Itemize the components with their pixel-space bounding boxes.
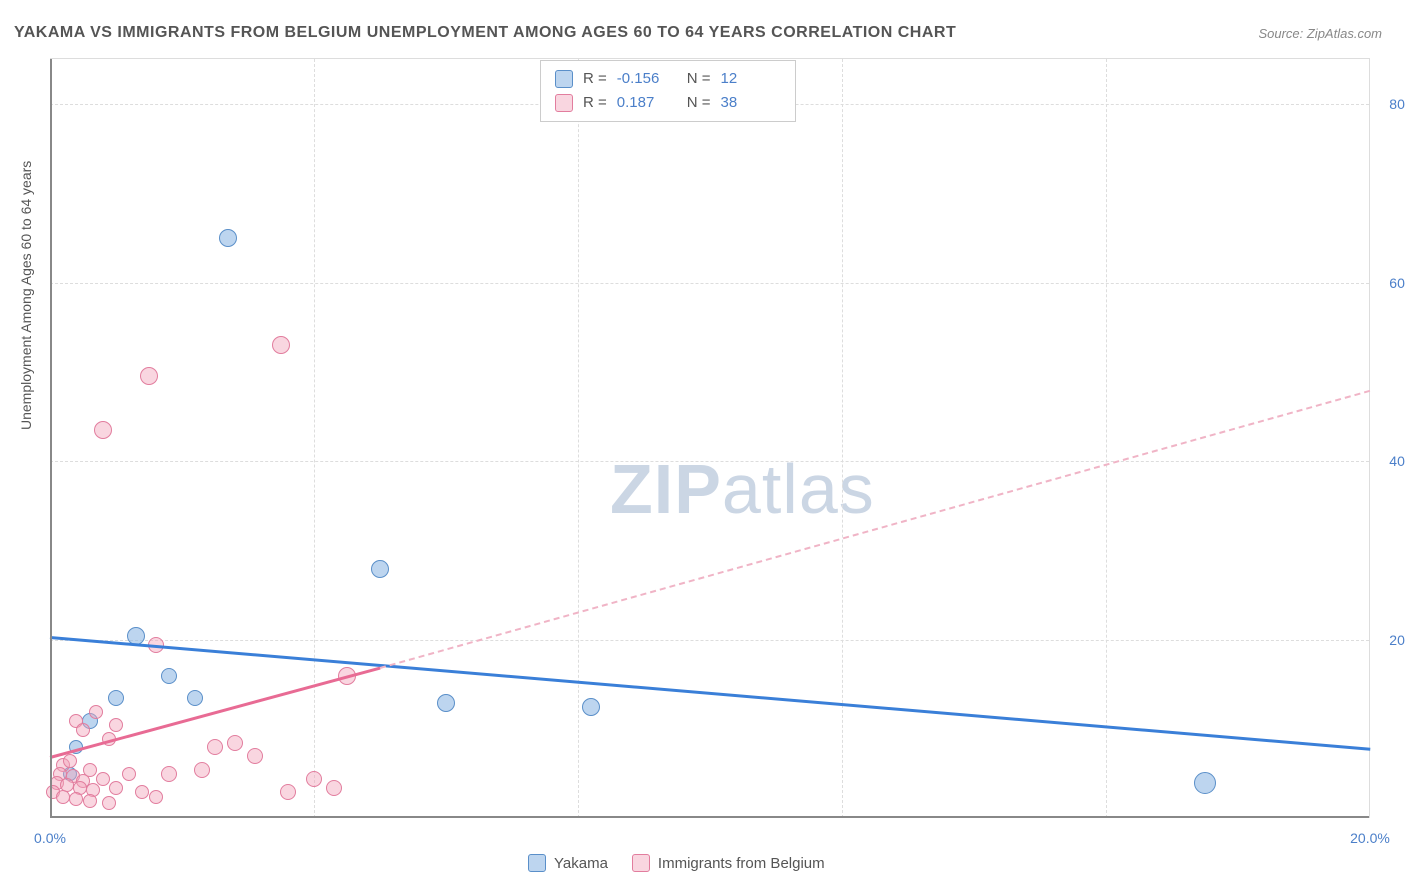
- data-point: [69, 792, 83, 806]
- data-point: [149, 790, 163, 804]
- data-point: [194, 762, 210, 778]
- legend-row: R = -0.156 N = 12: [555, 67, 781, 91]
- data-point: [207, 739, 223, 755]
- data-point: [272, 336, 290, 354]
- data-point: [109, 718, 123, 732]
- gridline-v: [578, 59, 579, 818]
- xtick-label: 20.0%: [1350, 830, 1390, 846]
- legend-correlation: R = -0.156 N = 12 R = 0.187 N = 38: [540, 60, 796, 122]
- data-point: [247, 748, 263, 764]
- data-point: [227, 735, 243, 751]
- gridline-h: [50, 461, 1369, 462]
- gridline-v: [314, 59, 315, 818]
- swatch-icon: [632, 854, 650, 872]
- legend-item: Immigrants from Belgium: [632, 854, 825, 872]
- swatch-icon: [528, 854, 546, 872]
- swatch-icon: [555, 94, 573, 112]
- data-point: [122, 767, 136, 781]
- r-value: -0.156: [617, 67, 677, 91]
- r-label: R =: [583, 67, 607, 91]
- n-value: 38: [721, 91, 781, 115]
- r-value: 0.187: [617, 91, 677, 115]
- data-point: [219, 229, 237, 247]
- data-point: [76, 723, 90, 737]
- data-point: [102, 796, 116, 810]
- source-label: Source: ZipAtlas.com: [1258, 26, 1382, 41]
- data-point: [161, 766, 177, 782]
- n-label: N =: [687, 67, 711, 91]
- ytick-label: 40.0%: [1389, 453, 1406, 469]
- data-point: [1194, 772, 1216, 794]
- legend-row: R = 0.187 N = 38: [555, 91, 781, 115]
- data-point: [187, 690, 203, 706]
- ytick-label: 60.0%: [1389, 275, 1406, 291]
- data-point: [63, 754, 77, 768]
- r-label: R =: [583, 91, 607, 115]
- data-point: [280, 784, 296, 800]
- data-point: [96, 772, 110, 786]
- n-label: N =: [687, 91, 711, 115]
- data-point: [56, 790, 70, 804]
- trendline: [380, 390, 1371, 669]
- legend-label: Immigrants from Belgium: [658, 855, 825, 872]
- y-axis: [50, 59, 52, 818]
- gridline-v: [1106, 59, 1107, 818]
- x-axis: [50, 816, 1369, 818]
- xtick-label: 0.0%: [34, 830, 66, 846]
- data-point: [161, 668, 177, 684]
- swatch-icon: [555, 70, 573, 88]
- chart-title: YAKAMA VS IMMIGRANTS FROM BELGIUM UNEMPL…: [14, 24, 956, 42]
- data-point: [83, 794, 97, 808]
- chart-area: ZIPatlas 20.0%40.0%60.0%80.0%0.0%20.0%: [50, 58, 1370, 818]
- y-axis-label: Unemployment Among Ages 60 to 64 years: [18, 161, 34, 430]
- data-point: [326, 780, 342, 796]
- ytick-label: 20.0%: [1389, 632, 1406, 648]
- data-point: [140, 367, 158, 385]
- gridline-h: [50, 640, 1369, 641]
- data-point: [108, 690, 124, 706]
- data-point: [89, 705, 103, 719]
- gridline-h: [50, 283, 1369, 284]
- data-point: [109, 781, 123, 795]
- ytick-label: 80.0%: [1389, 96, 1406, 112]
- data-point: [582, 698, 600, 716]
- legend-item: Yakama: [528, 854, 608, 872]
- legend-series: Yakama Immigrants from Belgium: [528, 854, 825, 872]
- n-value: 12: [721, 67, 781, 91]
- plot-region: 20.0%40.0%60.0%80.0%0.0%20.0%: [50, 59, 1369, 818]
- data-point: [437, 694, 455, 712]
- legend-label: Yakama: [554, 855, 608, 872]
- data-point: [371, 560, 389, 578]
- data-point: [94, 421, 112, 439]
- data-point: [306, 771, 322, 787]
- trendline: [50, 636, 1370, 750]
- data-point: [135, 785, 149, 799]
